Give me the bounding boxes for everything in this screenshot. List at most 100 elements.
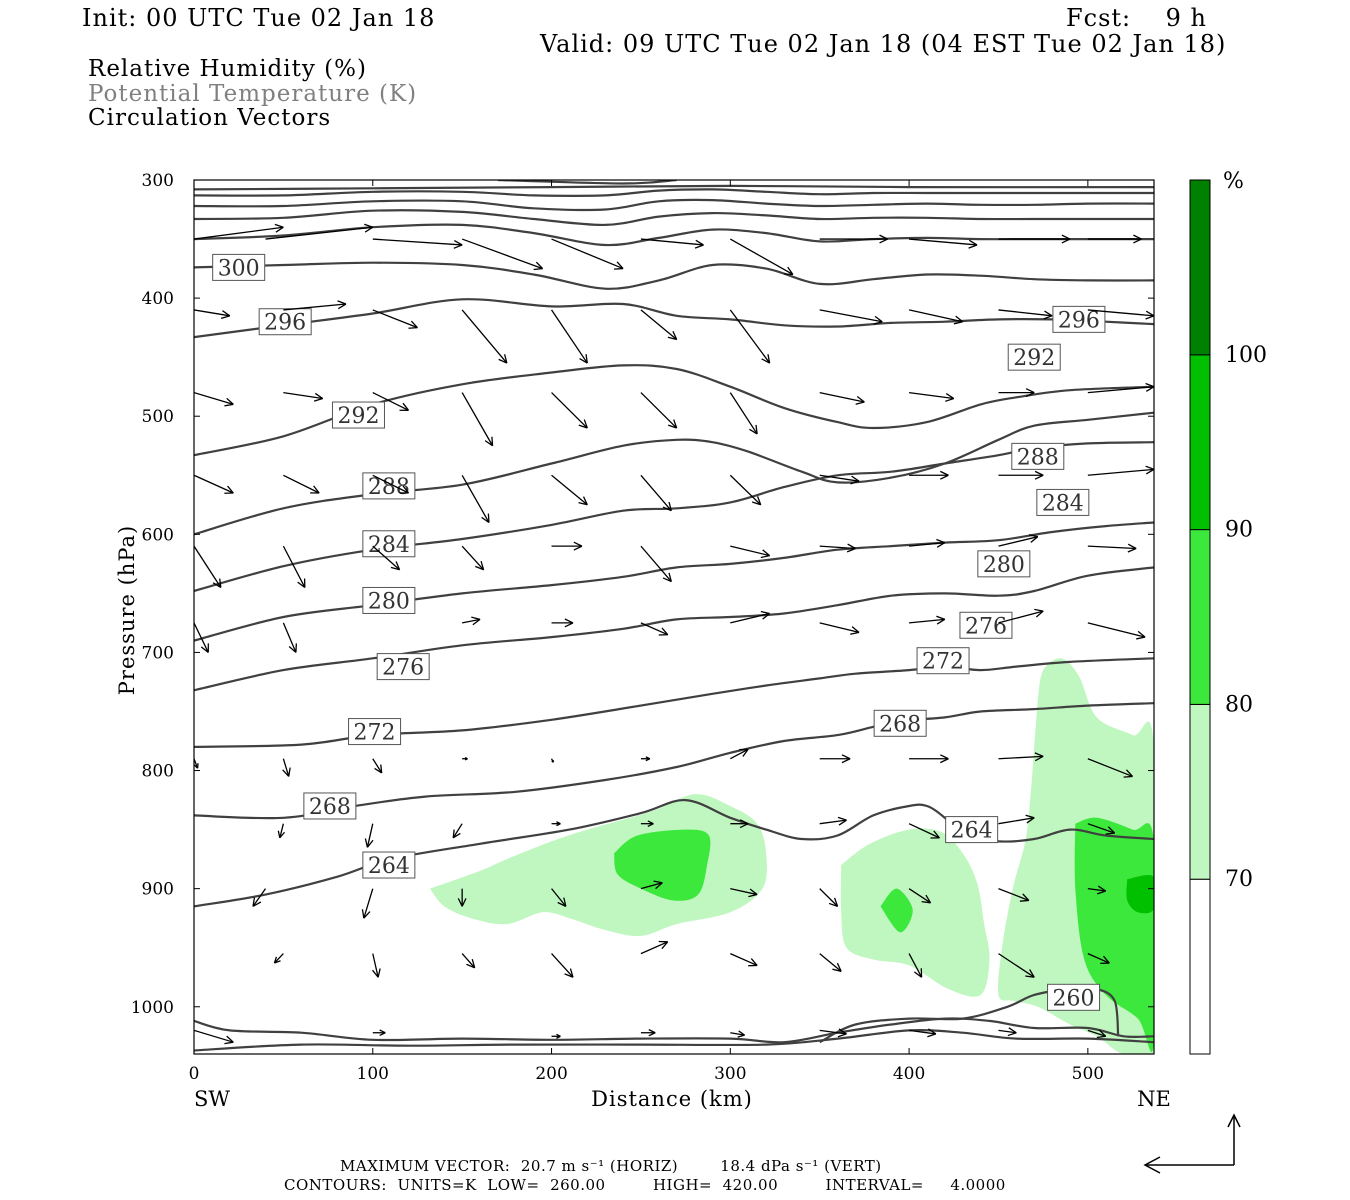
theta-label-box [1036,488,1090,516]
legend-rh: Relative Humidity (%) [88,56,367,82]
y-tick-label: 1000 [131,998,174,1018]
theta-label-280: 280 [983,553,1025,578]
rh-region-70 [430,794,767,937]
circulation-vector [640,756,651,762]
circulation-vector [998,388,1035,398]
y-tick-label: 800 [142,762,174,782]
theta-label-296: 296 [264,311,306,336]
theta-label-box [212,253,266,281]
reference-horizontal-arrowhead [1143,1156,1161,1174]
colorbar-tick-label: 80 [1225,692,1253,717]
theta-label-box [362,851,416,879]
circulation-vector [730,888,758,898]
rh-region-80 [880,888,913,933]
circulation-vector [372,953,381,978]
circulation-vector [194,1029,234,1045]
circulation-vector [1087,953,1110,965]
theta-contour-288 [194,411,1154,536]
x-end-label-right: NE [1137,1087,1171,1111]
circulation-vector [1087,234,1142,244]
footer-max-vector: MAXIMUM VECTOR: 20.7 m s⁻¹ (HORIZ) 18.4 … [340,1157,882,1175]
circulation-vector [1087,758,1134,778]
circulation-vector [819,888,839,907]
theta-label-box [945,816,999,844]
theta-contour-264 [194,798,1154,908]
circulation-vector [372,1029,386,1037]
circulation-vector [461,309,508,364]
circulation-vector [551,392,588,429]
circulation-vector-layer [194,223,1154,1045]
circulation-vector [194,622,209,653]
circulation-vector [461,953,476,969]
circulation-vector [1087,1029,1107,1039]
circulation-vector [550,758,554,763]
circulation-vector [372,545,401,571]
theta-label-288: 288 [1017,445,1059,470]
circulation-vector [1087,309,1154,320]
circulation-vector [998,534,1039,547]
colorbar-bin-90 [1189,354,1211,531]
y-tick-label: 900 [142,880,174,900]
circulation-vector [909,238,978,249]
x-axis-label: Distance (km) [591,1087,753,1111]
circulation-vector [819,234,888,244]
circulation-vector [908,823,940,839]
theta-label-box [959,611,1013,639]
circulation-vector [551,474,588,506]
theta-contour-312 [194,198,1154,212]
circulation-vector [998,814,1035,825]
circulation-vector [819,1028,847,1038]
theta-label-260: 260 [1053,986,1095,1011]
init-time: Init: 00 UTC Tue 02 Jan 18 [82,4,436,32]
forecast-hour: Fcst: 9 h [1066,4,1208,32]
circulation-vector [461,545,485,571]
circulation-vector [1087,543,1137,553]
circulation-vector [265,223,374,240]
x-tick-label: 500 [1072,1064,1104,1084]
circulation-vector [372,392,410,411]
circulation-vector [908,888,932,904]
reference-vector-icon [1143,1113,1241,1174]
theta-label-276: 276 [382,656,424,681]
circulation-vector [273,953,284,964]
circulation-vector [998,470,1044,480]
theta-label-272: 272 [922,650,964,675]
circulation-vector [909,754,949,764]
circulation-vector [551,821,561,827]
circulation-vector [283,300,347,311]
circulation-vector [729,238,794,276]
circulation-vector [194,545,222,589]
theta-label-296: 296 [1058,308,1100,333]
circulation-vector [730,610,771,624]
theta-label-264: 264 [368,854,410,879]
axes-layer: 0 100 200 300 400 500 300 400 500 600 700 800 900 100… [115,171,1171,1111]
circulation-vector [457,888,467,907]
y-tick-label: 400 [142,289,174,309]
theta-contour-308 [194,209,1154,227]
circulation-vector [730,819,749,829]
theta-label-box [303,792,357,820]
circulation-vector [194,223,284,240]
circulation-vector [819,543,856,553]
circulation-vector [452,823,463,839]
theta-label-box [1011,442,1065,470]
circulation-vector [730,953,758,967]
theta-contour-268 [194,702,1154,820]
theta-contour-272 [194,657,1154,748]
theta-label-box [258,308,312,336]
circulation-vector [361,888,374,919]
theta-label-276: 276 [965,614,1007,639]
circulation-vector [640,392,678,429]
circulation-vector [551,618,574,628]
x-tick-label: 100 [357,1064,389,1084]
y-tick-label: 300 [142,171,174,191]
circulation-vector [194,309,231,319]
circulation-vector [372,758,383,774]
theta-label-box [1007,343,1061,371]
circulation-vector [998,234,1071,244]
colorbar-bin-60 [1189,878,1211,1055]
theta-contour-320 [194,184,1154,191]
theta-label-box [362,472,416,500]
circulation-vector [551,953,574,978]
circulation-vector [372,238,463,249]
